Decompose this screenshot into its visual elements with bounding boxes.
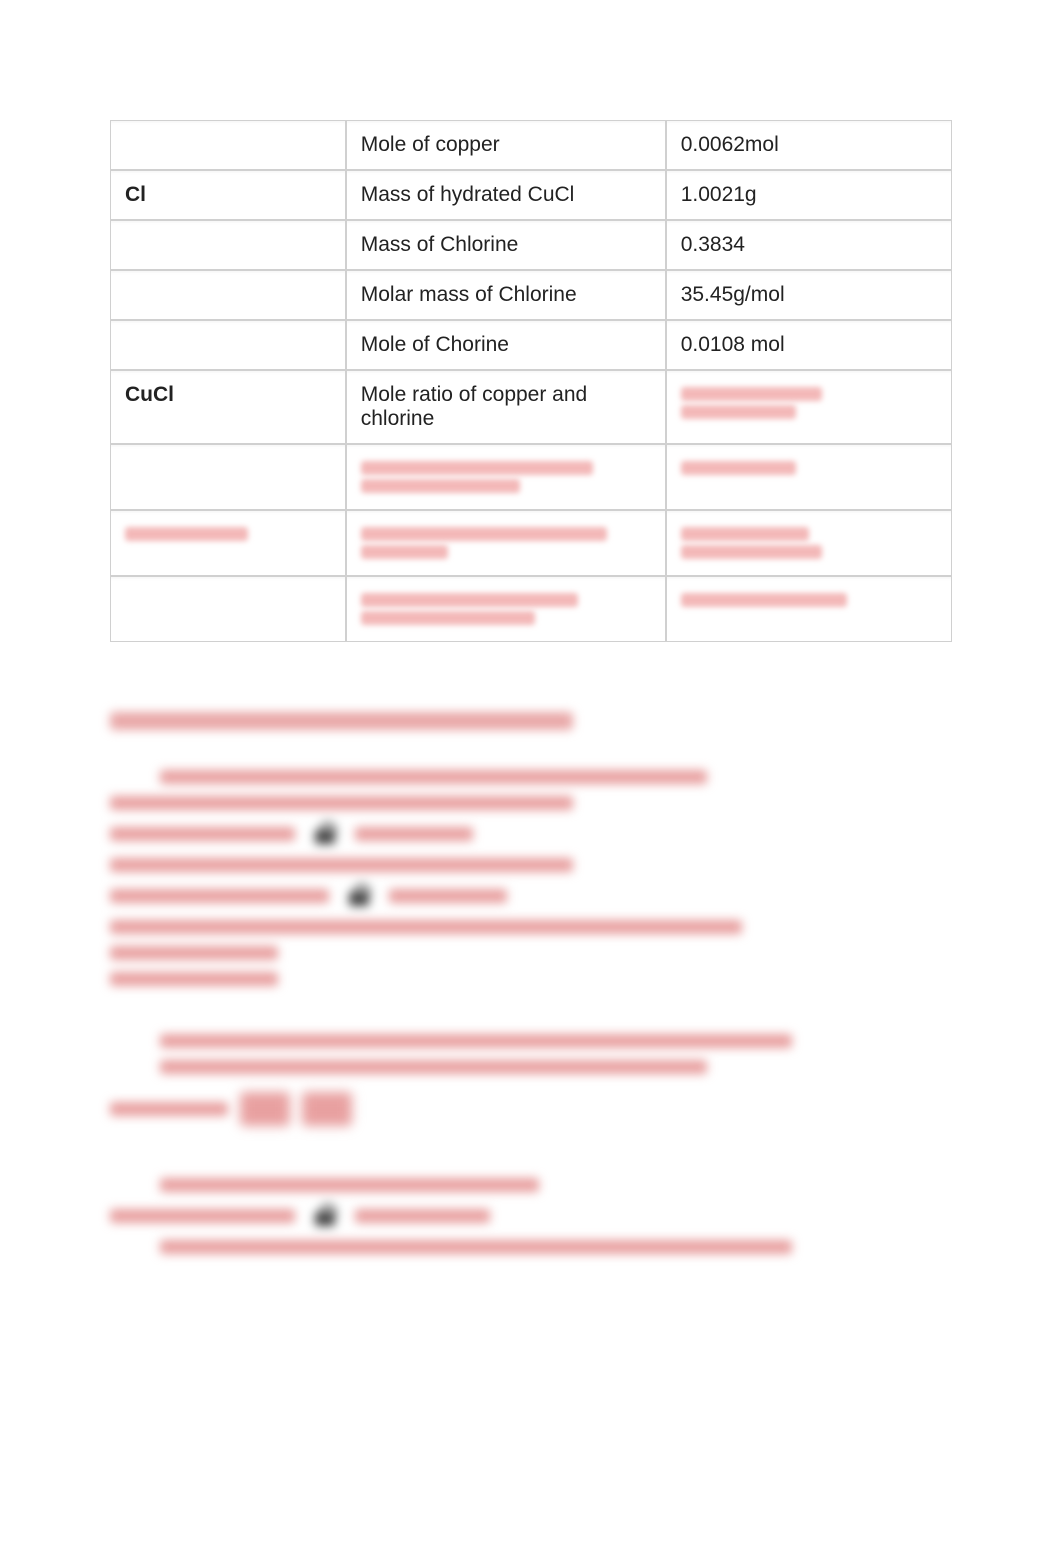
row-label-blurred [110,510,346,576]
row-value-blurred [666,576,952,642]
lock-icon [313,1206,337,1226]
blurred-text-line [160,1178,539,1192]
row-description-blurred [346,510,666,576]
blurred-text-line [160,1060,707,1074]
row-label [110,320,346,370]
blurred-text-line [110,946,278,960]
blurred-text-line [160,1240,792,1254]
table-row: Mass of Chlorine 0.3834 [110,220,952,270]
row-label-blurred [110,444,346,510]
row-label [110,270,346,320]
blurred-text-line [110,920,742,934]
table-row-blurred [110,510,952,576]
row-label-blurred [110,576,346,642]
lock-icon [313,824,337,844]
row-label: Cl [110,170,346,220]
data-table: Mole of copper 0.0062mol Cl Mass of hydr… [110,120,952,642]
row-label [110,220,346,270]
row-description: Mole of copper [346,120,666,170]
row-value: 0.0108 mol [666,320,952,370]
document-page: Mole of copper 0.0062mol Cl Mass of hydr… [0,0,1062,1254]
table-row-blurred [110,444,952,510]
table-row: Mole of Chorine 0.0108 mol [110,320,952,370]
blurred-fraction-row [110,1092,952,1126]
blurred-text-line [110,858,573,872]
row-value-blurred [666,444,952,510]
row-value: 0.0062mol [666,120,952,170]
blurred-text-line [110,796,573,810]
blurred-heading [110,712,573,730]
row-value: 1.0021g [666,170,952,220]
row-description: Mass of Chlorine [346,220,666,270]
blurred-followup-section [110,712,952,1254]
lock-icon [347,886,371,906]
blurred-text-line [110,1206,952,1226]
blurred-text-line [160,1034,792,1048]
blurred-text-line [110,972,278,986]
row-label: CuCl [110,370,346,444]
table-row: Mole of copper 0.0062mol [110,120,952,170]
table-row: CuCl Mole ratio of copper and chlorine [110,370,952,444]
row-label [110,120,346,170]
blurred-fraction [240,1092,290,1126]
row-description: Mole of Chorine [346,320,666,370]
row-description: Molar mass of Chlorine [346,270,666,320]
blurred-fraction [302,1092,352,1126]
table-row-blurred [110,576,952,642]
table-row: Cl Mass of hydrated CuCl 1.0021g [110,170,952,220]
row-value-blurred [666,370,952,444]
blurred-text-line [110,886,952,906]
row-value: 35.45g/mol [666,270,952,320]
row-description: Mole ratio of copper and chlorine [346,370,666,444]
row-value-blurred [666,510,952,576]
table-row: Molar mass of Chlorine 35.45g/mol [110,270,952,320]
row-value: 0.3834 [666,220,952,270]
row-description: Mass of hydrated CuCl [346,170,666,220]
blurred-text-line [110,824,952,844]
row-description-blurred [346,576,666,642]
blurred-text-line [160,770,707,784]
row-description-blurred [346,444,666,510]
